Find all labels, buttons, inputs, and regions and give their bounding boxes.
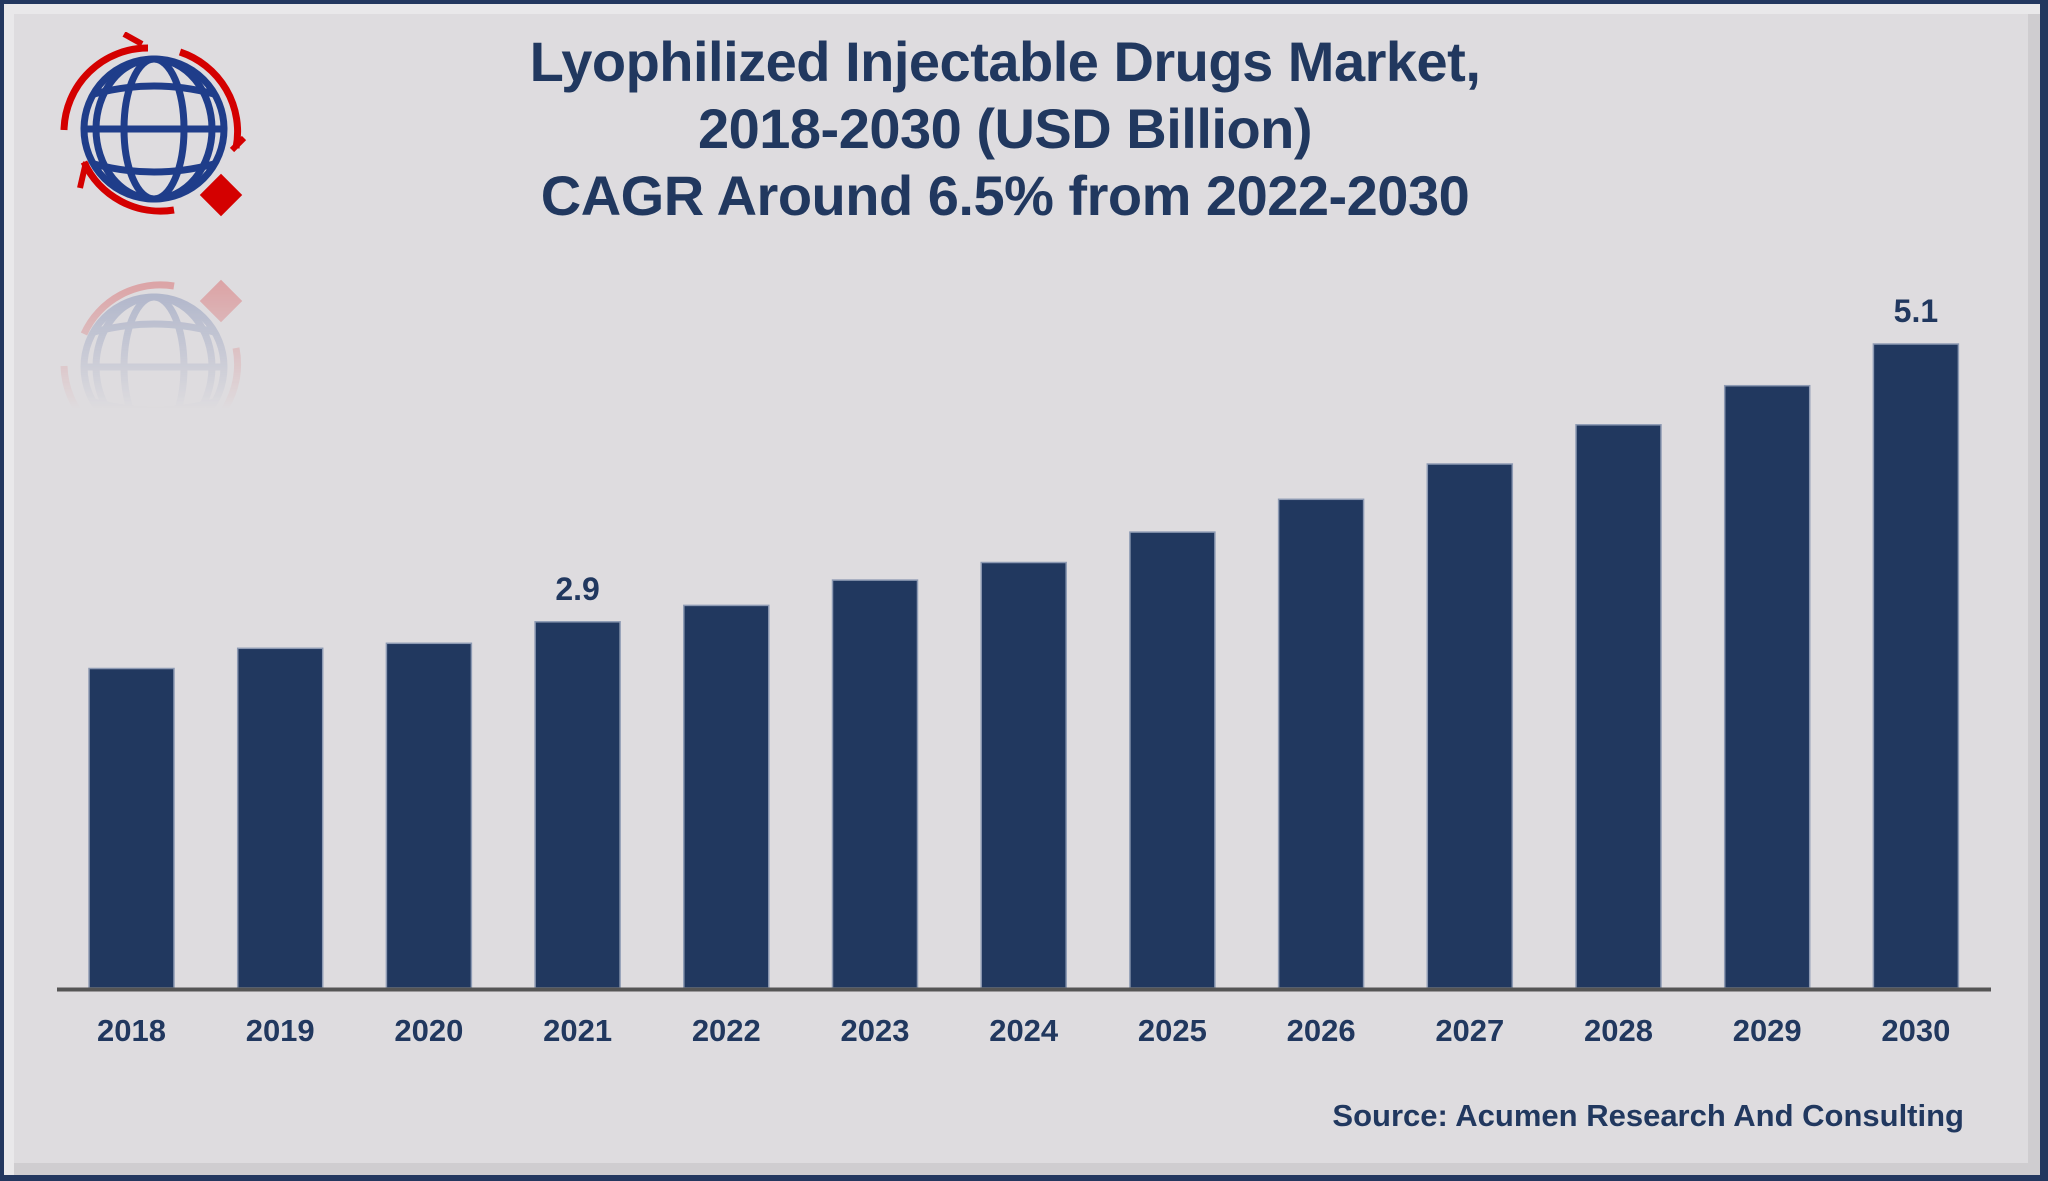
chart-title: Lyophilized Injectable Drugs Market, 201… [400, 28, 1610, 229]
bar-2022 [683, 604, 770, 989]
x-tick-label-2029: 2029 [1733, 1013, 1802, 1048]
bar-2021 [534, 621, 621, 989]
bar-2019 [236, 647, 324, 989]
bar-2028 [1575, 424, 1662, 989]
bars-group [88, 343, 1960, 989]
title-line-1: Lyophilized Injectable Drugs Market, [529, 30, 1481, 93]
source-note: Source: Acumen Research And Consulting [1332, 1098, 1964, 1133]
title-line-2: 2018-2030 (USD Billion) [697, 97, 1313, 160]
bar-2029 [1723, 384, 1811, 989]
x-tick-label-2022: 2022 [692, 1013, 761, 1048]
bar-2030 [1872, 343, 1960, 989]
x-tick-label-2019: 2019 [246, 1013, 315, 1048]
globe-logo-icon [58, 31, 254, 226]
bar-2025 [1129, 531, 1216, 989]
data-label-2030: 5.1 [1894, 293, 1938, 329]
bar-2024 [980, 561, 1067, 989]
bar-2020 [385, 642, 473, 989]
bar-2027 [1426, 463, 1514, 989]
x-tick-label-2024: 2024 [989, 1013, 1059, 1048]
x-tick-label-2027: 2027 [1435, 1013, 1504, 1048]
data-label-2021: 2.9 [555, 571, 599, 607]
x-tick-label-2025: 2025 [1138, 1013, 1207, 1048]
title-line-3: CAGR Around 6.5% from 2022-2030 [540, 164, 1470, 227]
x-tick-label-2030: 2030 [1881, 1013, 1950, 1048]
bar-2018 [88, 667, 175, 989]
x-tick-labels: 2018 2019 2020 2021 2022 2023 2024 2025 2026 2027… [97, 1013, 1950, 1048]
x-tick-label-2023: 2023 [841, 1013, 910, 1048]
logo-reflection-icon [58, 270, 254, 410]
x-tick-label-2020: 2020 [394, 1013, 463, 1048]
bar-2026 [1277, 498, 1365, 989]
x-tick-label-2018: 2018 [97, 1013, 166, 1048]
data-labels: 2.9 5.1 [555, 293, 1938, 607]
x-tick-label-2021: 2021 [543, 1013, 612, 1048]
bar-2023 [831, 579, 919, 989]
x-tick-label-2028: 2028 [1584, 1013, 1653, 1048]
x-tick-label-2026: 2026 [1287, 1013, 1356, 1048]
